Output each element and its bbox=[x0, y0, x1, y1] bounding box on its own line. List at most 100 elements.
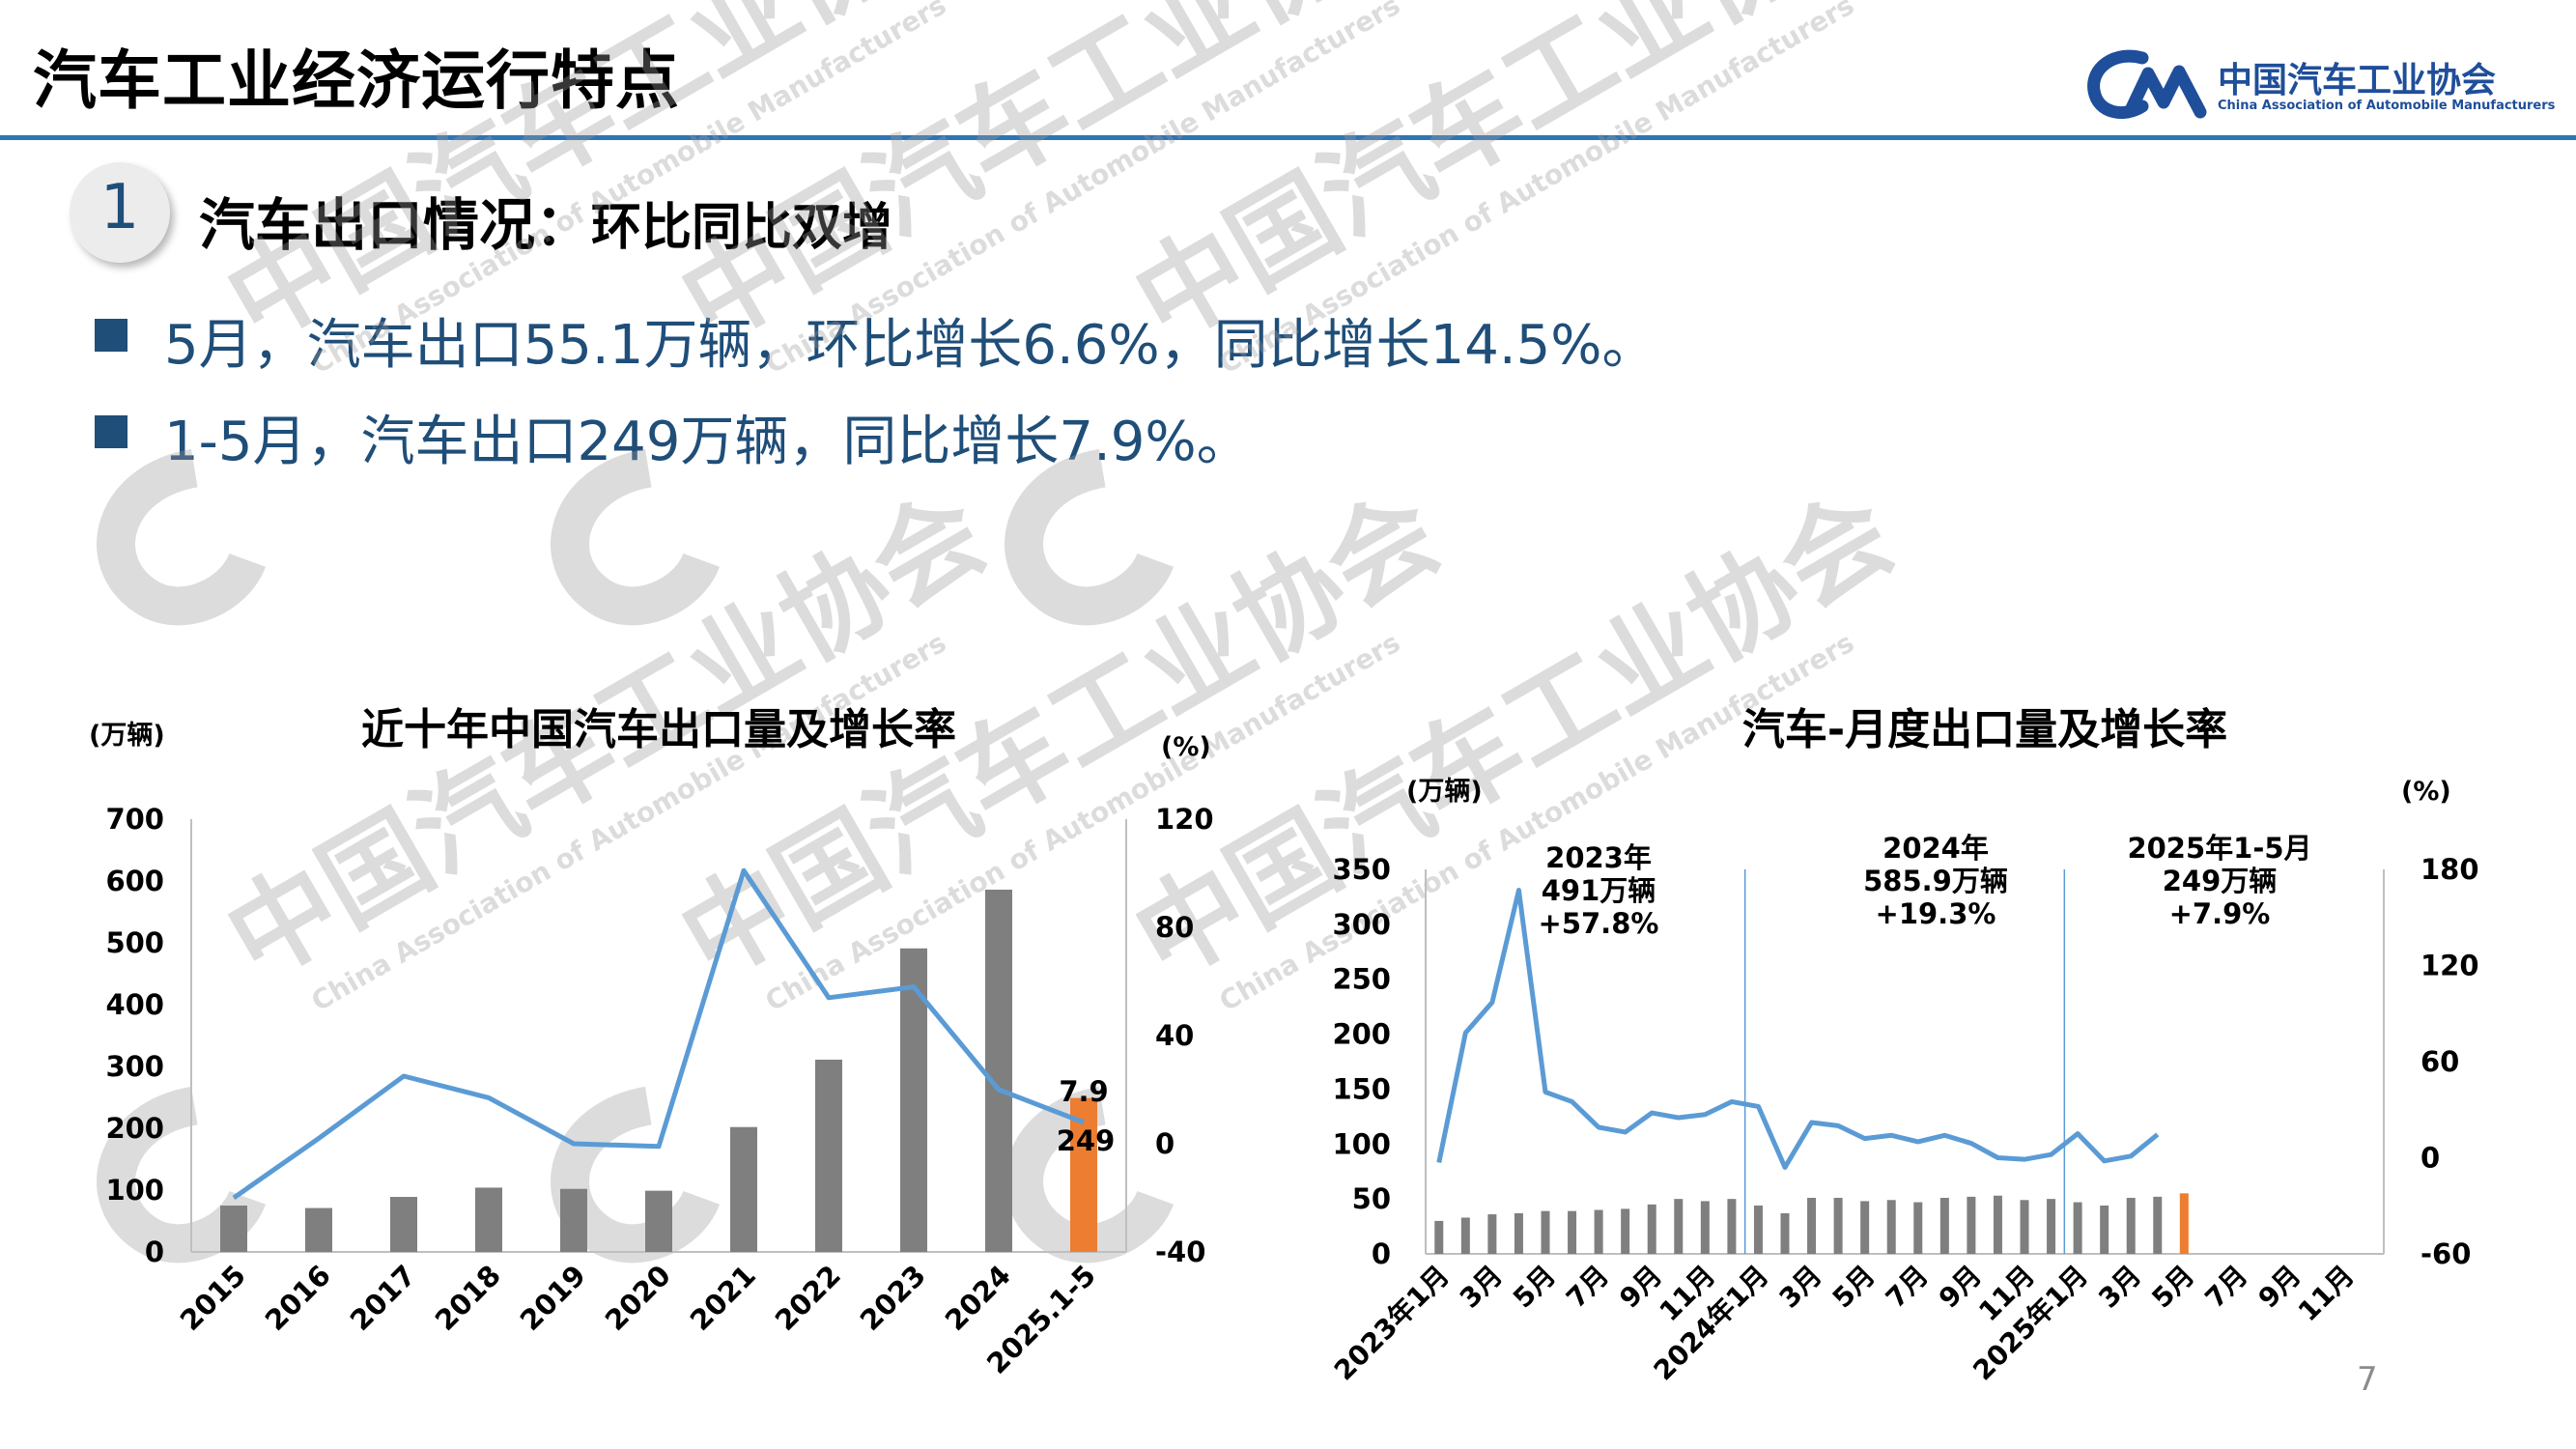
left-tick-label: 700 bbox=[105, 803, 164, 836]
left-tick-label: 300 bbox=[105, 1050, 164, 1083]
left-tick-label: 400 bbox=[105, 988, 164, 1021]
month-bar bbox=[1860, 1201, 1870, 1254]
header-rule bbox=[0, 135, 2576, 140]
month-bar bbox=[1939, 1198, 1949, 1254]
month-bar bbox=[2100, 1205, 2109, 1254]
left-tick-label: 100 bbox=[1332, 1127, 1391, 1160]
x-tick-label: 11月 bbox=[2292, 1260, 2361, 1328]
month-bar bbox=[2179, 1193, 2189, 1254]
logo-chinese-name: 中国汽车工业协会 bbox=[2218, 61, 2497, 100]
annotation-period: 2023年 bbox=[1545, 841, 1652, 874]
page-number: 7 bbox=[2357, 1360, 2378, 1399]
bullet-square-icon bbox=[95, 415, 127, 448]
month-bar bbox=[1727, 1199, 1737, 1254]
month-bar bbox=[2126, 1198, 2136, 1254]
right-axis-unit: (%) bbox=[1161, 732, 1211, 762]
month-bar bbox=[1568, 1210, 1577, 1254]
left-tick-label: 0 bbox=[1372, 1237, 1391, 1270]
month-bar bbox=[1541, 1210, 1550, 1254]
annotation-period: 2024年 bbox=[1882, 832, 1989, 865]
left-tick-label: 200 bbox=[1332, 1018, 1391, 1051]
section-title-sub: 环比同比双增 bbox=[591, 199, 893, 257]
month-bar bbox=[1967, 1196, 1976, 1254]
month-bar bbox=[1807, 1198, 1817, 1254]
section-number-badge: 1 bbox=[70, 162, 170, 263]
right-tick-label: 80 bbox=[1155, 911, 1194, 944]
annotation-growth: +19.3% bbox=[1876, 897, 1996, 930]
growth-rate-line bbox=[232, 867, 1085, 1201]
bar-data-label: 249 bbox=[1057, 1124, 1116, 1157]
bar-2015 bbox=[220, 1206, 247, 1252]
month-bar bbox=[2020, 1200, 2029, 1254]
bar-2019 bbox=[560, 1188, 587, 1252]
bar-2016 bbox=[305, 1208, 332, 1252]
month-bar bbox=[1647, 1204, 1656, 1254]
x-tick-label: 5月 bbox=[1507, 1260, 1562, 1315]
left-tick-label: 350 bbox=[1332, 853, 1391, 886]
month-bar bbox=[1780, 1212, 1790, 1254]
left-tick-label: 300 bbox=[1332, 908, 1391, 941]
month-bar bbox=[1700, 1201, 1710, 1254]
right-tick-label: 120 bbox=[1155, 803, 1214, 836]
right-tick-label: 180 bbox=[2420, 853, 2479, 886]
logo-english-name: China Association of Automobile Manufact… bbox=[2218, 99, 2556, 113]
section-number: 1 bbox=[99, 172, 140, 243]
bar-2020 bbox=[645, 1190, 672, 1252]
left-tick-label: 150 bbox=[1332, 1072, 1391, 1105]
x-tick-label: 2023年1月 bbox=[1328, 1260, 1456, 1387]
annotation-period: 2025年1-5月 bbox=[2127, 832, 2311, 865]
x-tick-label: 7月 bbox=[2198, 1260, 2253, 1315]
right-axis-unit: (%) bbox=[2401, 777, 2451, 807]
left-tick-label: 250 bbox=[1332, 963, 1391, 996]
right-tick-label: 0 bbox=[1155, 1127, 1175, 1160]
month-bar bbox=[1514, 1212, 1523, 1254]
right-tick-label: -60 bbox=[2420, 1237, 2471, 1270]
x-tick-label: 5月 bbox=[1826, 1260, 1882, 1315]
month-bar bbox=[1833, 1198, 1843, 1254]
bar-2017 bbox=[390, 1197, 417, 1252]
x-tick-label: 5月 bbox=[2145, 1260, 2200, 1315]
month-bar bbox=[1621, 1208, 1630, 1254]
month-bar bbox=[1460, 1217, 1470, 1254]
right-tick-label: 120 bbox=[2420, 950, 2479, 982]
x-tick-label: 3月 bbox=[1773, 1260, 1828, 1315]
left-tick-label: 500 bbox=[105, 926, 164, 959]
bullet-text-1: 5月，汽车出口55.1万辆，环比增长6.6%，同比增长14.5%。 bbox=[164, 314, 1656, 377]
right-tick-label: 0 bbox=[2420, 1142, 2440, 1175]
x-tick-label: 7月 bbox=[1880, 1260, 1935, 1315]
section-title: 汽车出口情况：环比同比双增 bbox=[199, 180, 892, 261]
bullet-square-icon bbox=[95, 319, 127, 352]
annotation-volume: 585.9万辆 bbox=[1863, 865, 2008, 897]
month-bar bbox=[2073, 1202, 2082, 1254]
bar-2018 bbox=[475, 1187, 502, 1252]
left-tick-label: 600 bbox=[105, 865, 164, 897]
month-bar bbox=[1753, 1205, 1763, 1254]
cama-logo-icon bbox=[2087, 49, 2207, 120]
bar-2021 bbox=[730, 1126, 757, 1252]
left-tick-label: 50 bbox=[1352, 1182, 1391, 1215]
x-tick-label: 3月 bbox=[2092, 1260, 2147, 1315]
left-tick-label: 200 bbox=[105, 1112, 164, 1145]
month-bar bbox=[1487, 1214, 1497, 1254]
right-tick-label: 60 bbox=[2420, 1045, 2459, 1078]
chart-title: 近十年中国汽车出口量及增长率 bbox=[361, 705, 956, 754]
right-tick-label: 40 bbox=[1155, 1019, 1194, 1052]
annotation-growth: +57.8% bbox=[1539, 907, 1659, 940]
x-tick-label: 3月 bbox=[1454, 1260, 1509, 1315]
month-bar bbox=[1886, 1200, 1896, 1254]
month-bar bbox=[1913, 1202, 1923, 1254]
bullet-text-2: 1-5月，汽车出口249万辆，同比增长7.9%。 bbox=[164, 411, 1251, 473]
line-data-label: 7.9 bbox=[1059, 1075, 1108, 1108]
month-bar bbox=[1434, 1220, 1444, 1254]
x-tick-label: 7月 bbox=[1560, 1260, 1615, 1315]
annotation-volume: 249万辆 bbox=[2163, 865, 2278, 897]
monthly-growth-line bbox=[1436, 888, 2160, 1170]
left-axis-unit: (万辆) bbox=[1406, 777, 1483, 807]
left-tick-label: 0 bbox=[145, 1236, 164, 1268]
bar-2024 bbox=[985, 889, 1012, 1252]
cama-logo: 中国汽车工业协会 China Association of Automobile… bbox=[2086, 46, 2555, 124]
month-bar bbox=[2047, 1199, 2056, 1254]
chart-title: 汽车-月度出口量及增长率 bbox=[1742, 705, 2227, 754]
month-bar bbox=[2153, 1196, 2163, 1254]
